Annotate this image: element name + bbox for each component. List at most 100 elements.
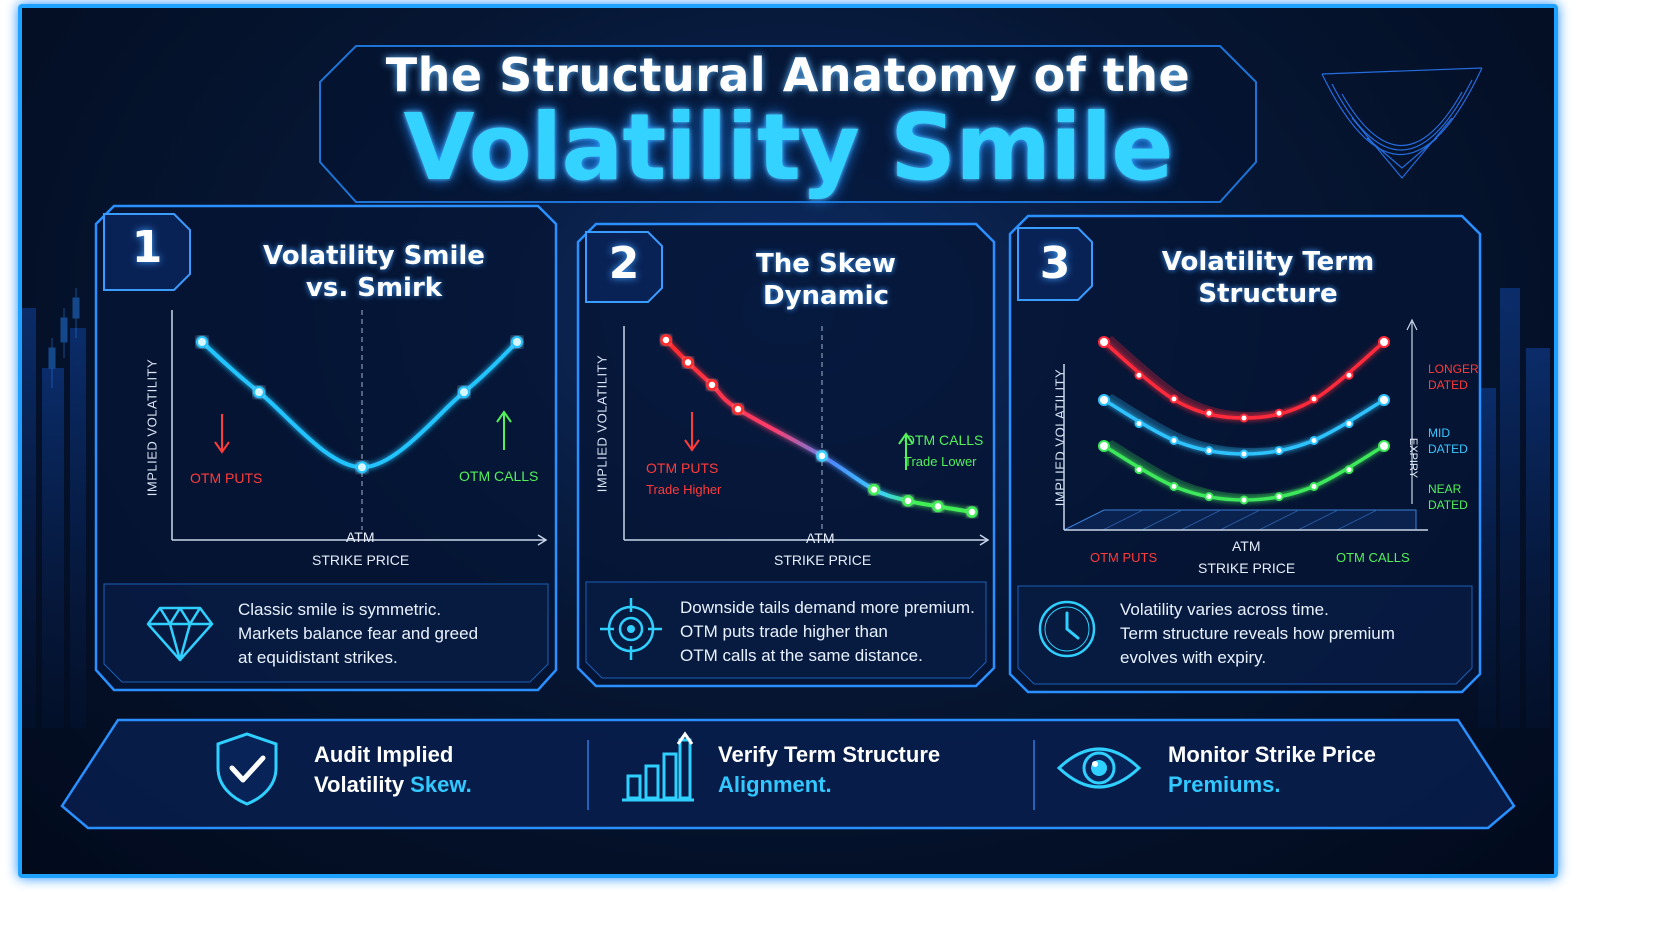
term-point-0-4 xyxy=(1239,413,1249,423)
title-frame xyxy=(319,45,1257,203)
term-point-1-6 xyxy=(1309,436,1319,445)
panel-1-description-line-3: at equidistant strikes. xyxy=(238,648,398,667)
legend-mid-dated-2: DATED xyxy=(1428,442,1468,456)
panel-2-x-axis-label: STRIKE PRICE xyxy=(774,552,872,568)
term-point-2-5 xyxy=(1274,492,1284,502)
bar-chart-icon xyxy=(622,731,694,802)
panel-3-x-axis-label: STRIKE PRICE xyxy=(1198,560,1296,576)
term-point-1-4 xyxy=(1239,449,1249,459)
legend-near-dated-2: DATED xyxy=(1428,498,1468,512)
term-point-0-0 xyxy=(1098,336,1110,348)
footer-item-2-line-2-highlight: Alignment. xyxy=(718,772,832,797)
panel-1-x-axis-label: STRIKE PRICE xyxy=(312,552,410,568)
panel-1-description-line-1: Classic smile is symmetric. xyxy=(238,600,442,619)
panel-3-otm-calls-label: OTM CALLS xyxy=(1336,550,1410,565)
term-point-0-6 xyxy=(1309,394,1319,404)
infographic-frame: The Structural Anatomy of the Volatility… xyxy=(18,4,1558,878)
term-point-1-8 xyxy=(1378,394,1390,406)
panel-2-title-line-1: The Skew xyxy=(756,249,896,279)
term-point-0-8 xyxy=(1378,336,1390,348)
mesh-decoration xyxy=(1321,67,1483,179)
skew-point-3 xyxy=(732,403,744,415)
otm-puts-down-arrow xyxy=(684,412,700,452)
title-line-1: The Structural Anatomy of the xyxy=(385,48,1191,102)
panel-3-otm-puts-label: OTM PUTS xyxy=(1090,550,1158,565)
term-curve-0 xyxy=(1102,340,1386,420)
panel-1-otm-puts-label: OTM PUTS xyxy=(190,470,263,486)
target-icon xyxy=(600,598,662,660)
term-point-0-3 xyxy=(1204,408,1214,418)
diamond-icon xyxy=(146,606,214,662)
floor-grid-line-7 xyxy=(1336,509,1378,531)
footer-item-1-line-2-plain: Volatility xyxy=(314,772,411,797)
legend-mid-dated-1: MID xyxy=(1428,426,1450,440)
footer-item-1-line-2: Volatility Skew. xyxy=(314,770,472,800)
footer-item-2-line-1: Verify Term Structure xyxy=(718,742,941,767)
skew-point-5 xyxy=(868,483,880,496)
term-point-2-7 xyxy=(1344,465,1354,475)
footer-item-3-line-2-highlight: Premiums. xyxy=(1168,772,1281,797)
floor-grid-line-3 xyxy=(1180,509,1222,531)
skew-point-2 xyxy=(706,379,718,391)
legend-longer-dated-2: DATED xyxy=(1428,378,1468,392)
term-point-1-2 xyxy=(1169,436,1179,445)
panel-1-number: 1 xyxy=(131,222,163,273)
legend-near-dated-1: NEAR xyxy=(1428,482,1462,496)
eye-icon xyxy=(1056,747,1142,789)
skew-point-6 xyxy=(902,495,914,507)
panel-3-description-line-3: evolves with expiry. xyxy=(1120,648,1267,667)
skew-point-4 xyxy=(816,450,828,462)
panel-2-otm-calls-sub: Trade Lower xyxy=(904,454,977,469)
panel-3-number: 3 xyxy=(1039,238,1071,289)
floor-grid-line-2 xyxy=(1141,509,1183,531)
term-point-2-3 xyxy=(1204,492,1214,502)
term-point-0-2 xyxy=(1169,394,1179,404)
smile-point-1 xyxy=(253,386,265,399)
panel-2-number: 2 xyxy=(608,238,640,289)
footer-item-2-line-2: Alignment. xyxy=(718,770,832,800)
legend-longer-dated-1: LONGER xyxy=(1428,362,1479,376)
panel-3-description-line-2: Term structure reveals how premium xyxy=(1120,624,1395,643)
footer-item-3-line-1: Monitor Strike Price xyxy=(1168,742,1376,767)
expiry-axis-arrow xyxy=(1406,318,1418,331)
panel-2-title-line-2: Dynamic xyxy=(762,281,889,311)
skew-chart xyxy=(623,326,990,546)
panel-3-expiry-axis-label: EXPIRY xyxy=(1407,437,1420,479)
footer-item-1-line-1: Audit Implied xyxy=(314,742,454,767)
smile-curve xyxy=(200,340,519,470)
footer-item-1-line-2-highlight: Skew. xyxy=(410,772,472,797)
term-structure-chart xyxy=(1063,318,1428,531)
floor-grid-line-6 xyxy=(1297,509,1339,531)
term-point-2-1 xyxy=(1134,465,1144,475)
term-curve-1 xyxy=(1103,398,1385,456)
skew-point-1 xyxy=(682,356,694,369)
term-point-0-7 xyxy=(1344,370,1354,380)
term-point-0-5 xyxy=(1274,408,1284,418)
panel-1-atm-label: ATM xyxy=(346,529,375,545)
panel-smile: 1 Volatility Smile vs. Smirk IMPLIED VOL… xyxy=(94,204,558,692)
panel-2-atm-label: ATM xyxy=(806,530,835,546)
panel-skew: 2 The Skew Dynamic IMPLIED VOLATILITY AT… xyxy=(576,222,996,688)
footer-item-3-line-2: Premiums. xyxy=(1168,770,1281,800)
panel-3-title-line-2: Structure xyxy=(1198,279,1338,309)
smile-point-3 xyxy=(458,386,470,399)
term-point-2-4 xyxy=(1239,495,1249,505)
panel-2-description-line-1: Downside tails demand more premium. xyxy=(680,598,975,617)
term-point-2-0 xyxy=(1098,440,1110,452)
panel-2-description-line-3: OTM calls at the same distance. xyxy=(680,646,923,665)
x-axis-arrow xyxy=(537,534,548,546)
term-point-1-3 xyxy=(1204,446,1214,456)
panel-2-description-line-2: OTM puts trade higher than xyxy=(680,622,888,641)
smile-point-4 xyxy=(511,336,523,348)
x-axis-arrow xyxy=(979,534,990,546)
smile-chart xyxy=(171,310,548,546)
term-point-1-7 xyxy=(1344,419,1354,429)
panel-1-frame xyxy=(94,204,558,692)
floor-grid-line-4 xyxy=(1219,509,1261,531)
panel-3-description-line-1: Volatility varies across time. xyxy=(1120,600,1329,619)
otm-calls-up-arrow xyxy=(898,432,914,470)
panel-term-structure: 3 Volatility Term Structure IMPLIED VOLA… xyxy=(1008,214,1482,694)
panel-2-frame xyxy=(576,222,996,688)
floor-grid-line-5 xyxy=(1258,509,1300,531)
term-point-0-1 xyxy=(1134,370,1144,380)
